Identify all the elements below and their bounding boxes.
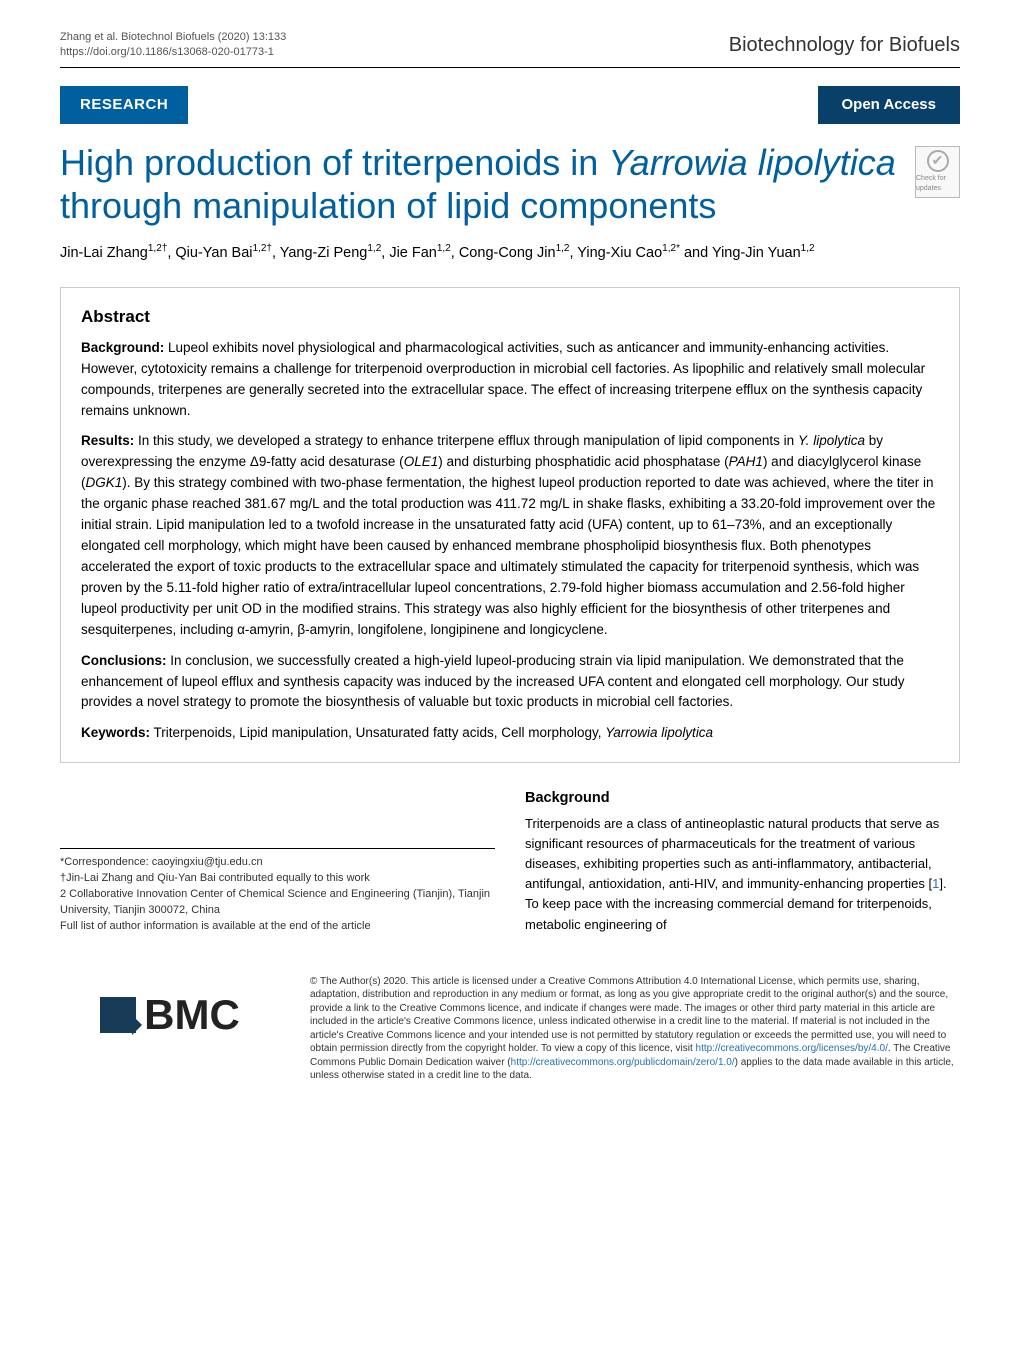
abstract-conclusions-text: In conclusion, we successfully created a… [81,653,905,710]
title-italic-species: Yarrowia lipolytica [608,142,895,183]
abstract-conclusions-label: Conclusions: [81,653,167,668]
citation-line: Zhang et al. Biotechnol Biofuels (2020) … [60,30,286,45]
abstract-keywords-label: Keywords: [81,725,150,740]
abstract-background-text: Lupeol exhibits novel physiological and … [81,340,925,418]
crossmark-label: Check for updates [916,174,959,195]
license-text: © The Author(s) 2020. This article is li… [310,975,960,1083]
author-list: Jin-Lai Zhang1,2†, Qiu-Yan Bai1,2†, Yang… [60,241,960,265]
background-heading: Background [525,787,960,809]
background-paragraph: Triterpenoids are a class of antineoplas… [525,814,960,935]
affiliations-block: *Correspondence: caoyingxiu@tju.edu.cn †… [60,848,495,935]
abstract-results: Results: In this study, we developed a s… [81,431,939,640]
article-title: High production of triterpenoids in Yarr… [60,142,899,227]
header-row: Zhang et al. Biotechnol Biofuels (2020) … [60,30,960,61]
title-text-post: through manipulation of lipid components [60,185,716,226]
research-badge: RESEARCH [60,86,188,125]
background-text-pre: Triterpenoids are a class of antineoplas… [525,816,939,891]
affiliation-2: 2 Collaborative Innovation Center of Che… [60,887,495,919]
bmc-logo-text: BMC [144,983,240,1046]
bmc-logo: BMC [60,975,280,1055]
citation-block: Zhang et al. Biotechnol Biofuels (2020) … [60,30,286,61]
header-rule [60,67,960,68]
license-link-cc0[interactable]: http://creativecommons.org/publicdomain/… [511,1057,735,1068]
badge-row: RESEARCH Open Access [60,86,960,125]
body-columns: *Correspondence: caoyingxiu@tju.edu.cn †… [60,787,960,934]
bmc-logo-icon [100,997,136,1033]
footer-row: BMC © The Author(s) 2020. This article i… [60,959,960,1083]
license-link-cc-by[interactable]: http://creativecommons.org/licenses/by/4… [696,1043,888,1054]
title-row: High production of triterpenoids in Yarr… [60,134,960,241]
abstract-keywords-text: Triterpenoids, Lipid manipulation, Unsat… [150,725,713,740]
title-text-pre: High production of triterpenoids in [60,142,608,183]
full-author-info-line: Full list of author information is avail… [60,919,495,935]
doi-line[interactable]: https://doi.org/10.1186/s13068-020-01773… [60,45,286,60]
abstract-background: Background: Lupeol exhibits novel physio… [81,338,939,422]
equal-contrib-line: †Jin-Lai Zhang and Qiu-Yan Bai contribut… [60,871,495,887]
journal-name: Biotechnology for Biofuels [729,30,960,60]
page-container: Zhang et al. Biotechnol Biofuels (2020) … [0,0,1020,1103]
abstract-results-label: Results: [81,433,134,448]
abstract-heading: Abstract [81,304,939,330]
abstract-box: Abstract Background: Lupeol exhibits nov… [60,287,960,763]
correspondence-line: *Correspondence: caoyingxiu@tju.edu.cn [60,855,495,871]
abstract-background-label: Background: [81,340,164,355]
open-access-badge: Open Access [818,86,961,125]
right-column: Background Triterpenoids are a class of … [525,787,960,934]
abstract-conclusions: Conclusions: In conclusion, we successfu… [81,651,939,714]
crossmark-icon: ✔ [927,150,949,172]
crossmark-badge[interactable]: ✔ Check for updates [915,146,960,198]
left-column: *Correspondence: caoyingxiu@tju.edu.cn †… [60,787,495,934]
abstract-keywords: Keywords: Triterpenoids, Lipid manipulat… [81,723,939,744]
abstract-results-text: In this study, we developed a strategy t… [81,433,935,636]
